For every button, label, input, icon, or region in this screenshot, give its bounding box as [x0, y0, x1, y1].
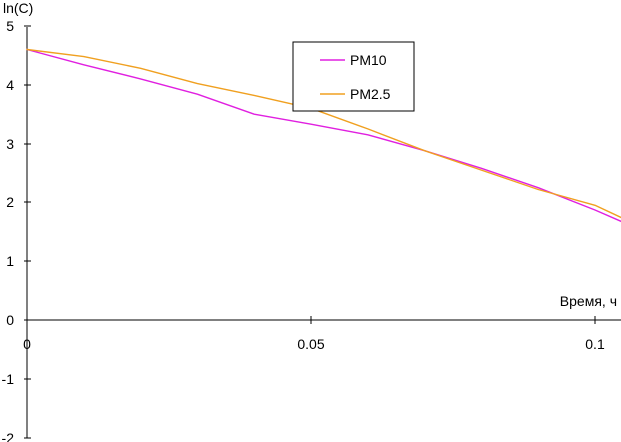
- x-tick-label: 0.05: [297, 336, 324, 352]
- legend-label-pm25: PM2.5: [350, 86, 391, 102]
- series-line-pm10: [26, 48, 621, 223]
- y-tick-label: 5: [6, 18, 14, 34]
- y-tick-label: 0: [6, 312, 14, 328]
- x-tick-label: 0.1: [585, 336, 605, 352]
- legend-label-pm10: PM10: [350, 52, 387, 68]
- series-layer: [26, 48, 621, 223]
- y-tick-label: 3: [6, 136, 14, 152]
- series-line-pm25: [26, 48, 621, 219]
- y-tick-label: -1: [2, 371, 15, 387]
- y-axis-title: ln(C): [3, 0, 33, 16]
- y-tick-label: -2: [2, 430, 15, 442]
- y-tick-label: 1: [6, 253, 14, 269]
- legend-box: [292, 41, 415, 112]
- y-tick-label: 2: [6, 194, 14, 210]
- x-tick-label: 0: [23, 336, 31, 352]
- legend: PM10 PM2.5: [292, 41, 415, 112]
- x-axis-title: Время, ч: [560, 293, 617, 309]
- y-tick-label: 4: [6, 77, 14, 93]
